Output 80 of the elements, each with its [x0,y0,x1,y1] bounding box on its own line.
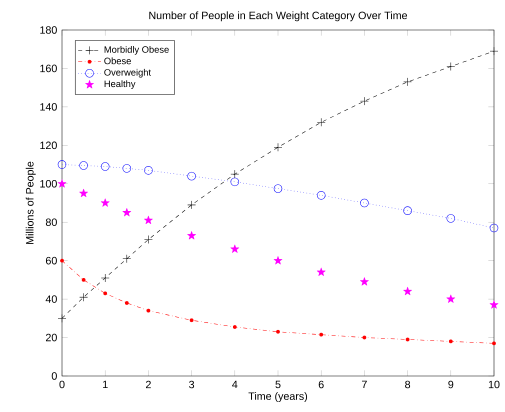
point [446,294,456,303]
x-axis-title: Time (years) [248,392,308,402]
point [403,286,412,296]
x-tick-label: 2 [146,380,151,388]
point [316,118,326,127]
point [448,340,453,344]
point [446,214,456,223]
y-axis-title: Millions of People [26,162,36,244]
point [490,300,498,309]
point [360,277,369,286]
point [276,330,280,334]
point [316,268,326,276]
point [100,274,110,282]
point [232,325,237,329]
point [187,172,196,180]
x-tick-label: 7 [362,380,367,388]
point [446,62,456,71]
point [230,170,240,178]
point [360,198,369,208]
point [144,235,153,244]
point [406,338,410,342]
point [360,96,369,106]
y-tick-label: 0 [52,372,57,380]
point [319,332,324,337]
point [274,142,282,152]
point [144,166,153,175]
legend-label: Healthy [104,80,136,89]
chart-title: Number of People in Each Weight Category Over Time [149,11,408,22]
x-tick-label: 0 [59,380,65,388]
x-tick-label: 8 [405,380,410,388]
y-tick-label: 180 [40,26,57,34]
point [58,314,66,323]
point [122,164,132,173]
point [490,224,498,232]
y-tick-label: 20 [46,334,57,342]
point [187,231,196,240]
legend-label: Morbidly Obese [104,46,169,55]
y-tick-label: 140 [40,103,57,111]
point [403,78,412,86]
point [60,258,64,263]
point [82,278,86,282]
point [124,301,129,305]
point [79,188,88,198]
legend-label: Obese [104,57,131,64]
point [79,161,88,170]
x-tick-label: 5 [275,380,281,388]
point [187,200,196,210]
y-tick-label: 60 [46,256,57,264]
point [274,256,282,264]
y-tick-label: 80 [46,218,57,226]
point [274,184,282,193]
point [100,198,110,207]
point [146,308,150,313]
x-tick-label: 9 [448,380,454,388]
y-tick-label: 120 [40,142,57,150]
y-tick-label: 40 [46,295,57,303]
point [122,254,132,264]
point [316,191,326,200]
x-tick-label: 10 [488,380,500,388]
point [144,216,153,224]
x-tick-label: 6 [318,380,324,388]
point [100,162,110,171]
legend-label: Overweight [104,68,151,78]
point [230,244,240,253]
point [103,291,108,296]
x-tick-label: 4 [232,380,238,388]
x-tick-label: 3 [189,380,194,388]
point [58,160,66,169]
point [58,179,66,188]
point [122,208,132,216]
point [362,336,366,340]
point [230,178,240,186]
x-tick-label: 1 [103,380,108,388]
point [490,46,498,56]
point [190,318,194,322]
y-tick-label: 160 [40,64,57,72]
point [79,292,88,302]
point [492,341,496,346]
point [403,206,412,215]
y-tick-label: 100 [40,180,57,188]
